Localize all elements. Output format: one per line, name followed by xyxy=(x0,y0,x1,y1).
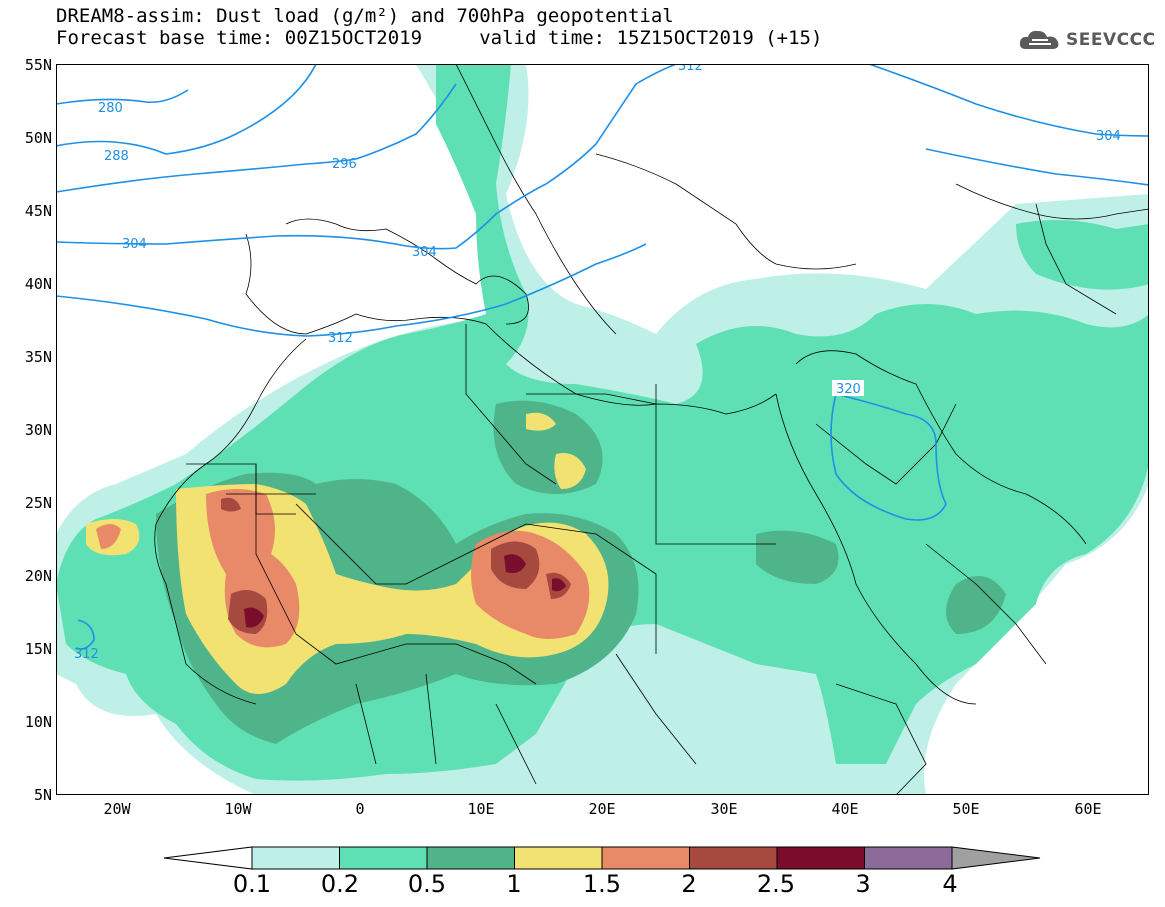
contour-label: 304 xyxy=(412,245,437,260)
lon-label: 10E xyxy=(467,800,495,818)
lon-label: 20E xyxy=(588,800,616,818)
colorbar-max-arrow xyxy=(951,846,1041,870)
contour-label: 304 xyxy=(1096,129,1121,144)
contour-label: 320 xyxy=(836,382,861,397)
lat-label: 25N xyxy=(24,494,52,512)
lat-label: 50N xyxy=(24,129,52,147)
lon-label: 30E xyxy=(710,800,738,818)
dust-layer-extreme xyxy=(244,554,566,628)
lat-label: 55N xyxy=(24,56,52,74)
dust-map: 280 288 296 304 304 304 312 312 312 320 xyxy=(56,64,1149,795)
contour-label: 312 xyxy=(74,647,99,662)
seevccc-logo: SEEVCCC xyxy=(1018,25,1156,55)
contour-label: 304 xyxy=(122,237,147,252)
lat-label: 40N xyxy=(24,275,52,293)
colorbar-segment xyxy=(251,846,340,870)
lat-label: 45N xyxy=(24,202,52,220)
contour-label: 288 xyxy=(104,149,129,164)
lon-label: 0 xyxy=(355,800,365,818)
colorbar-tick: 0.2 xyxy=(320,870,360,898)
lat-label: 10N xyxy=(24,713,52,731)
colorbar xyxy=(163,846,1041,870)
lat-label: 5N xyxy=(33,786,52,804)
lon-label: 20W xyxy=(103,800,131,818)
cloud-icon xyxy=(1019,30,1059,49)
lon-label: 10W xyxy=(224,800,252,818)
map-subtitle: Forecast base time: 00Z15OCT2019 valid t… xyxy=(56,27,823,49)
logo-text: SEEVCCC xyxy=(1066,30,1156,50)
colorbar-segment xyxy=(426,846,515,870)
colorbar-tick: 1.5 xyxy=(582,870,622,898)
colorbar-min-arrow xyxy=(163,846,253,870)
map-frame xyxy=(56,64,1149,795)
lon-label: 40E xyxy=(831,800,859,818)
country-borders xyxy=(154,64,1149,795)
colorbar-tick: 0.1 xyxy=(232,870,272,898)
contour-label: 296 xyxy=(332,157,357,172)
map-title: DREAM8-assim: Dust load (g/m²) and 700hP… xyxy=(56,5,674,27)
geopotential-contours xyxy=(56,64,1149,650)
lat-label: 20N xyxy=(24,567,52,585)
contour-label: 280 xyxy=(98,101,123,116)
colorbar-segment xyxy=(601,846,690,870)
colorbar-segment xyxy=(776,846,865,870)
contour-label: 312 xyxy=(328,331,353,346)
contour-label: 312 xyxy=(678,64,703,74)
colorbar-segment xyxy=(689,846,778,870)
colorbar-tick: 2 xyxy=(681,870,697,898)
lat-label: 35N xyxy=(24,348,52,366)
colorbar-tick: 1 xyxy=(506,870,522,898)
colorbar-segment xyxy=(864,846,953,870)
lat-label: 30N xyxy=(24,421,52,439)
colorbar-tick: 3 xyxy=(855,870,871,898)
colorbar-segment xyxy=(514,846,603,870)
colorbar-tick: 4 xyxy=(942,870,958,898)
lon-label: 50E xyxy=(952,800,980,818)
contour-labels: 280 288 296 304 304 304 312 312 312 320 xyxy=(74,64,1121,662)
colorbar-tick: 0.5 xyxy=(407,870,447,898)
lon-label: 60E xyxy=(1074,800,1102,818)
lat-label: 15N xyxy=(24,640,52,658)
colorbar-segment xyxy=(339,846,428,870)
colorbar-tick: 2.5 xyxy=(756,870,796,898)
